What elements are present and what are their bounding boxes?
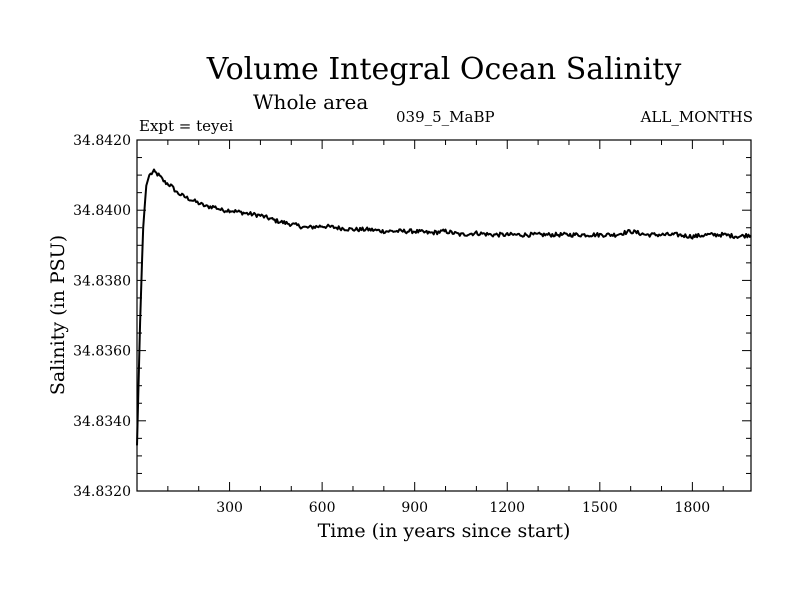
y-axis-label: Salinity (in PSU) (47, 235, 69, 395)
y-tick-label: 34.8400 (73, 203, 131, 219)
y-tick-label: 34.8380 (73, 273, 131, 289)
y-tick-label: 34.8420 (73, 133, 131, 149)
run-label: 039_5_MaBP (396, 108, 495, 126)
y-tick-label: 34.8360 (73, 344, 131, 360)
chart-subtitle: Whole area (253, 90, 369, 114)
x-tick-label: 900 (401, 500, 428, 516)
x-tick-label: 1800 (675, 500, 711, 516)
x-axis-label: Time (in years since start) (318, 520, 571, 542)
x-tick-label: 1500 (582, 500, 618, 516)
x-tick-label: 300 (216, 500, 243, 516)
x-tick-label: 1200 (489, 500, 525, 516)
plot-frame (136, 139, 752, 492)
y-tick-label: 34.8340 (73, 414, 131, 430)
x-tick-label: 600 (309, 500, 336, 516)
chart-title: Volume Integral Ocean Salinity (206, 52, 682, 87)
experiment-label: Expt = teyei (139, 117, 234, 135)
months-label: ALL_MONTHS (640, 108, 753, 126)
salinity-series-line (136, 168, 752, 446)
y-tick-label: 34.8320 (73, 484, 131, 500)
